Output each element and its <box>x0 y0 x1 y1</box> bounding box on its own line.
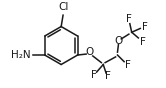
Text: F: F <box>125 60 131 70</box>
Text: H₂N: H₂N <box>11 50 31 60</box>
Text: F: F <box>91 70 97 80</box>
Text: F: F <box>126 14 132 24</box>
Text: O: O <box>114 36 123 46</box>
Text: Cl: Cl <box>58 2 68 12</box>
Text: F: F <box>140 37 146 47</box>
Text: O: O <box>86 47 94 57</box>
Text: F: F <box>105 71 111 81</box>
Text: F: F <box>142 23 148 32</box>
